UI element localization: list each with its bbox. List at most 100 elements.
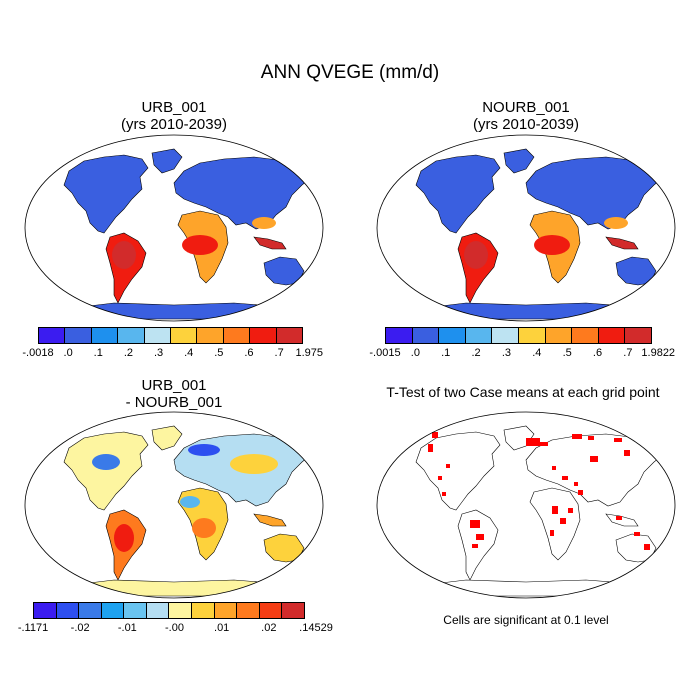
sig-cell xyxy=(574,482,578,486)
sig-cell xyxy=(634,532,640,536)
colorbar-label: .14529 xyxy=(299,622,333,634)
colorbar-label: .6 xyxy=(244,347,254,359)
panel-urb-title: URB_001 (yrs 2010-2039) xyxy=(24,99,324,133)
colorbar-swatch xyxy=(33,602,57,619)
colorbar-swatch xyxy=(196,327,224,344)
colorbar-swatch xyxy=(145,602,170,619)
colorbar-label: .6 xyxy=(592,347,603,359)
sig-cell xyxy=(428,444,433,452)
land-greenland xyxy=(503,148,535,174)
ttest-footnote: Cells are significant at 0.1 level xyxy=(443,613,609,627)
colorbar-swatch xyxy=(169,327,198,344)
panel-ttest-title: T-Test of two Case means at each grid po… xyxy=(386,384,660,400)
land-greenland xyxy=(151,148,183,174)
panel-diff-title: URB_001 - NOURB_001 xyxy=(24,377,324,411)
panel-nourb-title-line2: (yrs 2010-2039) xyxy=(473,116,579,133)
sig-cell xyxy=(616,516,622,520)
map-urb xyxy=(24,134,324,322)
colorbar-nourb-labels: -.0015 .0 .1 .2 .3 .4 .5 .6 .7 1.9822 xyxy=(369,347,675,361)
colorbar-swatch xyxy=(191,602,215,619)
map-nourb xyxy=(376,134,676,322)
colorbar-label: -.02 xyxy=(70,622,90,634)
colorbar-swatch xyxy=(438,327,466,344)
colorbar-swatch xyxy=(258,602,283,619)
colorbar-label: .5 xyxy=(562,347,572,359)
map-urb-border xyxy=(24,134,324,322)
land-antarctica xyxy=(415,302,639,320)
panel-diff-title-line1: URB_001 xyxy=(141,377,207,394)
sig-cell xyxy=(438,476,442,480)
map-ttest xyxy=(376,411,676,599)
map-nourb-border xyxy=(376,134,676,322)
region-europe-neg xyxy=(188,444,220,456)
land-indonesia xyxy=(605,236,639,250)
colorbar-swatch xyxy=(385,327,413,344)
land-australia xyxy=(263,256,305,286)
region-amazon xyxy=(464,241,488,269)
region-central-africa xyxy=(534,235,570,255)
colorbar-label: .1 xyxy=(93,347,103,359)
colorbar-label: .2 xyxy=(123,347,133,359)
sig-cell xyxy=(472,544,478,548)
colorbar-label: -.00 xyxy=(165,622,184,634)
land-indonesia xyxy=(253,513,287,527)
colorbar-swatch xyxy=(55,602,80,619)
land-antarctica xyxy=(63,579,287,597)
colorbar-label: .4 xyxy=(184,347,194,359)
panel-urb-title-line1: URB_001 xyxy=(141,99,207,116)
region-se-asia xyxy=(604,217,628,229)
sig-cell xyxy=(550,530,554,536)
region-asia-pos xyxy=(230,454,278,474)
panel-nourb-title: NOURB_001 (yrs 2010-2039) xyxy=(376,99,676,133)
sig-cell xyxy=(432,432,438,438)
land-north-america xyxy=(415,154,501,234)
sig-cell xyxy=(476,534,484,540)
land-antarctica xyxy=(415,579,639,597)
land-antarctica xyxy=(63,302,287,320)
map-diff-border xyxy=(24,411,324,599)
colorbar-label: .4 xyxy=(532,347,542,359)
main-title: ANN QVEGE (mm/d) xyxy=(260,62,440,83)
sig-cell xyxy=(540,442,548,446)
colorbar-urb xyxy=(38,327,312,344)
sig-cell xyxy=(470,520,480,528)
colorbar-label: .2 xyxy=(471,347,481,359)
colorbar-swatch xyxy=(117,327,145,344)
sig-cell xyxy=(624,450,630,456)
sig-cell xyxy=(562,476,568,480)
region-sahel-neg xyxy=(180,496,200,508)
colorbar-swatch xyxy=(275,327,303,344)
region-amazon xyxy=(112,241,136,269)
panel-urb-title-line2: (yrs 2010-2039) xyxy=(121,116,227,133)
colorbar-label: .7 xyxy=(623,347,633,359)
colorbar-label: -.0015 xyxy=(369,347,401,359)
colorbar-label: .0 xyxy=(63,347,73,359)
colorbar-swatch xyxy=(411,327,440,344)
colorbar-swatch xyxy=(78,602,102,619)
map-ttest-border xyxy=(376,411,676,599)
sig-cell xyxy=(578,490,583,495)
region-n-america-neg xyxy=(92,454,120,470)
sig-cell xyxy=(560,518,566,524)
land-north-america xyxy=(415,431,501,511)
panel-nourb-title-line1: NOURB_001 xyxy=(482,99,570,116)
colorbar-swatch xyxy=(143,327,171,344)
colorbar-swatch xyxy=(249,327,277,344)
region-central-africa xyxy=(182,235,218,255)
colorbar-swatch xyxy=(100,602,125,619)
land-north-america xyxy=(63,154,149,234)
sig-cell xyxy=(552,506,558,514)
significant-cells xyxy=(428,432,650,550)
colorbar-label: 1.9822 xyxy=(641,347,676,359)
region-s-america-pos xyxy=(114,524,134,552)
sig-cell xyxy=(526,438,540,446)
colorbar-swatch xyxy=(213,602,238,619)
colorbar-label: .3 xyxy=(153,347,164,359)
colorbar-label: -.01 xyxy=(117,622,137,634)
land-africa xyxy=(529,487,581,561)
colorbar-diff-labels: -.1171 -.02 -.01 -.00 .01 .02 .14529 xyxy=(18,622,333,636)
colorbar-label: -.0018 xyxy=(22,347,54,359)
sig-cell xyxy=(590,456,598,462)
colorbar-label: .7 xyxy=(274,347,284,359)
colorbar-label: .5 xyxy=(214,347,224,359)
